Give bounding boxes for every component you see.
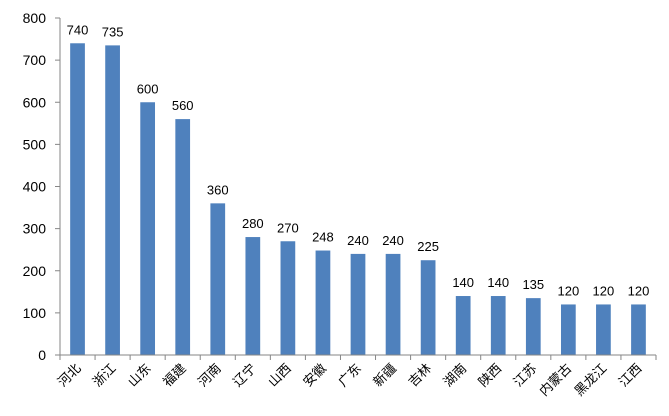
bar	[350, 253, 366, 355]
category-label: 山东	[125, 361, 154, 390]
category-label: 黑龙江	[572, 361, 610, 399]
data-label: 120	[628, 283, 650, 298]
data-label: 140	[487, 275, 509, 290]
category-label: 河南	[195, 361, 225, 391]
bar	[490, 296, 506, 355]
data-label: 280	[242, 216, 264, 231]
data-label: 560	[172, 98, 194, 113]
bar	[525, 298, 541, 355]
y-tick-label: 700	[23, 52, 47, 68]
bar	[631, 304, 646, 355]
bar	[140, 102, 156, 355]
category-label: 江西	[616, 361, 645, 390]
bar	[420, 260, 436, 355]
data-label: 140	[452, 275, 474, 290]
category-label: 湖南	[440, 361, 470, 391]
y-tick-label: 100	[23, 305, 47, 321]
y-tick-label: 200	[23, 263, 47, 279]
y-tick-label: 800	[23, 10, 47, 26]
data-label: 240	[347, 233, 369, 248]
data-label: 135	[522, 277, 544, 292]
category-label: 新疆	[370, 361, 400, 391]
y-tick-label: 600	[23, 94, 47, 110]
y-tick-label: 500	[23, 136, 47, 152]
bar	[175, 119, 191, 355]
bar	[245, 237, 261, 355]
data-label: 360	[207, 182, 229, 197]
category-label: 山西	[266, 361, 295, 390]
bar	[70, 43, 85, 356]
data-label: 600	[137, 81, 159, 96]
data-label: 270	[277, 220, 299, 235]
category-label: 辽宁	[230, 361, 260, 391]
category-label: 内蒙古	[536, 361, 575, 400]
data-label: 740	[67, 22, 89, 37]
category-label: 陕西	[476, 361, 505, 390]
bar	[385, 253, 401, 355]
y-tick-label: 400	[23, 179, 47, 195]
bar	[105, 45, 120, 355]
category-label: 江苏	[510, 361, 540, 391]
category-label: 河北	[55, 361, 84, 390]
data-label: 120	[593, 283, 615, 298]
bars: 740 735 600 560 360 280 270 248 240 240 225 140 140 1…	[67, 22, 650, 356]
data-label: 225	[417, 239, 439, 254]
category-label: 浙江	[90, 361, 119, 390]
category-label: 吉林	[406, 361, 435, 390]
bar	[560, 304, 576, 355]
bar	[210, 203, 226, 355]
bar	[455, 296, 471, 355]
data-label: 248	[312, 230, 334, 245]
y-tick-label: 300	[23, 221, 47, 237]
category-label: 福建	[161, 361, 190, 390]
bar	[315, 250, 331, 355]
category-label: 安徽	[301, 361, 330, 390]
data-label: 120	[558, 283, 580, 298]
y-axis: 0 100 200 300 400 500 600 700 800	[23, 10, 61, 363]
bar	[596, 304, 611, 355]
data-label: 735	[102, 24, 124, 39]
y-tick-label: 0	[38, 347, 46, 363]
bar	[280, 241, 296, 355]
data-label: 240	[382, 233, 404, 248]
category-label: 广东	[336, 361, 365, 390]
